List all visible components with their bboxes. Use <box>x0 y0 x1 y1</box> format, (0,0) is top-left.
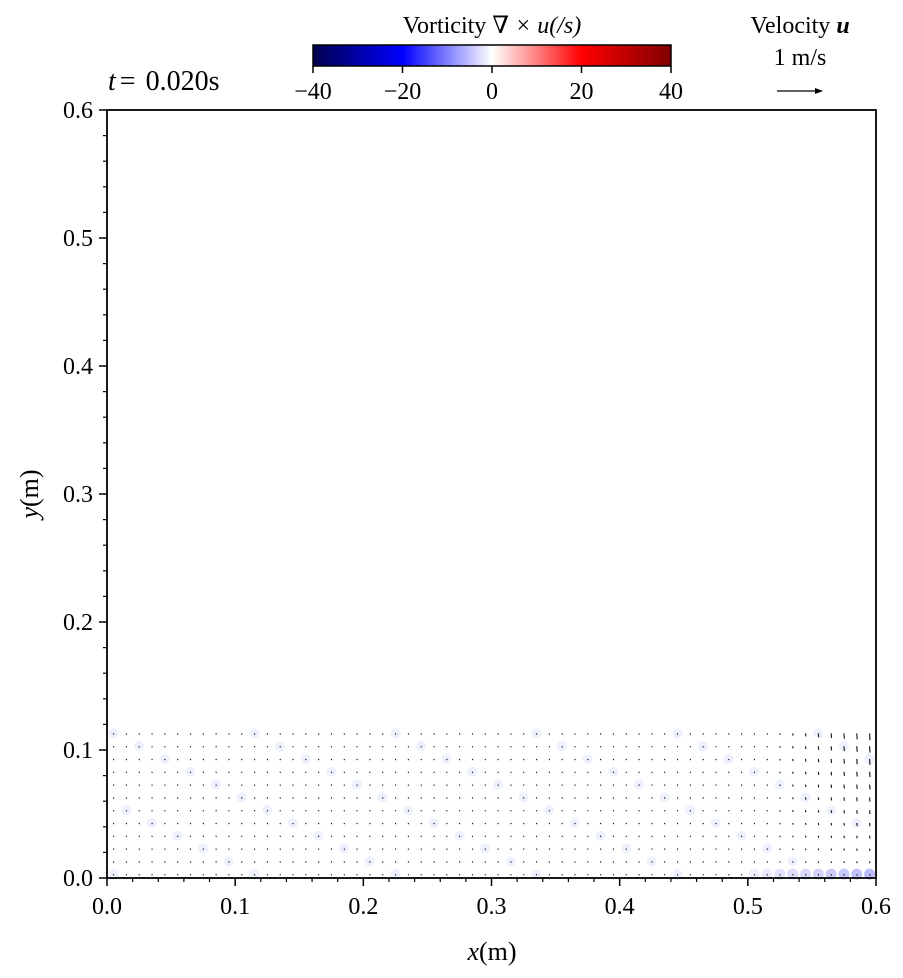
velocity-key-title-text: Velocity <box>750 13 830 39</box>
vorticity-cell <box>505 856 516 867</box>
colorbar <box>312 44 672 67</box>
x-axis-var: x <box>466 937 479 966</box>
x-tick-label: 0.0 <box>92 894 122 920</box>
velocity-key-label: 1 m/s <box>774 45 827 71</box>
x-tick-label: 0.5 <box>733 894 763 920</box>
y-tick-label: 0.0 <box>63 866 93 892</box>
colorbar-title: Vorticity ∇ × u(/s) <box>403 13 582 39</box>
colorbar-tick-label: 20 <box>570 79 594 105</box>
y-tick-label: 0.3 <box>63 482 93 508</box>
x-tick-label: 0.3 <box>477 894 507 920</box>
x-tick-label: 0.6 <box>861 894 891 920</box>
colorbar-tick-label: 40 <box>659 79 683 105</box>
colorbar-ticks: −40 −20 0 20 40 <box>294 66 683 105</box>
y-tick-label: 0.2 <box>63 610 93 636</box>
x-tick-label: 0.1 <box>220 894 250 920</box>
vector-field <box>108 728 876 880</box>
y-axis-unit: (m) <box>15 469 44 507</box>
y-tick-label: 0.6 <box>63 98 93 124</box>
y-axis: 0.0 0.1 0.2 0.3 0.4 0.5 0.6 <box>63 98 107 892</box>
y-axis-var: y <box>15 507 44 522</box>
time-label: t = 0.020s <box>108 66 219 97</box>
y-tick-label: 0.5 <box>63 226 93 252</box>
plot-frame <box>106 109 877 879</box>
x-axis-label: x(m) <box>466 937 516 966</box>
velocity-key-title: Velocity u <box>750 13 849 39</box>
x-tick-label: 0.2 <box>348 894 378 920</box>
colorbar-title-math: ∇ × u(/s) <box>492 13 581 39</box>
colorbar-title-text: Vorticity <box>403 13 487 39</box>
x-axis: 0.0 0.1 0.2 0.3 0.4 0.5 0.6 <box>92 878 891 920</box>
velocity-key-symbol: u <box>836 13 849 39</box>
y-axis-label: y(m) <box>15 469 44 521</box>
colorbar-tick-label: 0 <box>486 79 498 105</box>
x-tick-label: 0.4 <box>605 894 635 920</box>
y-tick-label: 0.1 <box>63 738 93 764</box>
colorbar-tick-label: −20 <box>384 79 422 105</box>
x-axis-unit: (m) <box>479 937 517 966</box>
colorbar-tick-label: −40 <box>294 79 332 105</box>
y-tick-label: 0.4 <box>63 354 93 380</box>
velocity-key-arrow <box>777 88 823 94</box>
time-value: 0.020s <box>146 66 220 97</box>
